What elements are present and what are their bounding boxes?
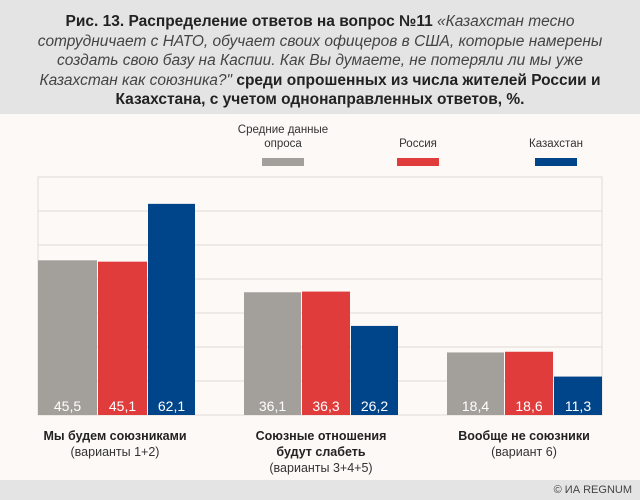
data-label: 62,1 bbox=[158, 398, 185, 414]
title-question: «Казахстан тесно сотрудничает с НАТО, об… bbox=[37, 13, 603, 89]
category-sublabel: (вариант 6) bbox=[491, 445, 557, 459]
data-label: 18,6 bbox=[515, 398, 542, 414]
legend-label: Казахстан bbox=[529, 138, 583, 150]
data-label: 11,3 bbox=[565, 398, 591, 414]
legend-label: Россия bbox=[399, 138, 437, 150]
category-label: будут слабеть bbox=[276, 445, 365, 459]
chart-title: Рис. 13. Распределение ответов на вопрос… bbox=[20, 12, 620, 110]
data-label: 45,5 bbox=[54, 398, 81, 414]
data-label: 26,2 bbox=[361, 398, 388, 414]
bar bbox=[554, 376, 602, 415]
legend-swatch bbox=[397, 158, 439, 166]
title-bold: Рис. 13. Распределение ответов на вопрос… bbox=[65, 13, 438, 30]
bar bbox=[302, 291, 350, 415]
legend-label: опроса bbox=[264, 138, 302, 150]
title-bold-tail: среди опрошенных из числа жителей России… bbox=[115, 71, 601, 109]
category-sublabel: (варианты 3+4+5) bbox=[269, 461, 372, 475]
data-label: 18,4 bbox=[462, 398, 489, 414]
data-label: 36,3 bbox=[312, 398, 339, 414]
legend-label: Средние данные bbox=[238, 124, 328, 136]
legend-swatch bbox=[535, 158, 577, 166]
data-label: 45,1 bbox=[109, 398, 136, 414]
bar bbox=[447, 352, 504, 415]
category-label: Вообще не союзники bbox=[458, 429, 590, 443]
data-label: 36,1 bbox=[259, 398, 286, 414]
bar bbox=[98, 261, 147, 415]
bar bbox=[38, 260, 97, 415]
category-label: Союзные отношения bbox=[256, 429, 387, 443]
category-sublabel: (варианты 1+2) bbox=[71, 445, 160, 459]
bar bbox=[505, 351, 553, 415]
copyright: © ИА REGNUM bbox=[553, 484, 632, 496]
bar bbox=[351, 325, 398, 415]
category-label: Мы будем союзниками bbox=[43, 429, 186, 443]
legend-swatch bbox=[262, 158, 304, 166]
bar bbox=[148, 203, 195, 415]
bar bbox=[244, 292, 301, 415]
